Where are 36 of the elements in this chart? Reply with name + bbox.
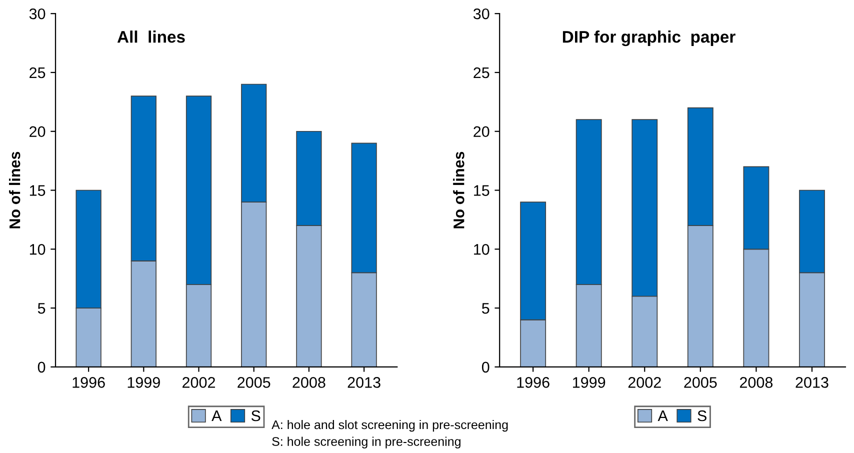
text: All lines	[117, 30, 185, 43]
legend-label: A	[212, 410, 222, 422]
y-tick-label: 25	[30, 67, 46, 78]
x-tick-label: 2002	[628, 377, 661, 388]
legend-label: A	[658, 410, 668, 422]
text: DIP for graphic paper	[562, 30, 736, 46]
x-tick-label: 2002	[182, 377, 215, 388]
x-tick-label: 1999	[573, 377, 606, 388]
y-tick-label: 10	[30, 244, 46, 255]
y-tick-label: 0	[482, 362, 490, 373]
text: A: hole and slot screening in pre-screening	[272, 420, 508, 432]
legend-label: S	[251, 410, 260, 422]
y-tick-label: 20	[474, 126, 490, 138]
y-axis-title: No of lines	[9, 152, 20, 228]
x-tick-label: 2008	[740, 377, 773, 388]
y-tick-label: 15	[474, 185, 490, 196]
x-tick-label: 1999	[128, 377, 160, 388]
y-tick-label: 5	[38, 303, 46, 314]
y-tick-label: 30	[473, 8, 490, 20]
y-tick-label: 30	[29, 8, 46, 20]
x-tick-label: 2013	[796, 377, 828, 388]
legend-label: S	[698, 410, 706, 422]
x-tick-label: 2005	[684, 377, 717, 388]
y-tick-label: 10	[474, 244, 490, 255]
y-tick-label: 15	[30, 185, 46, 196]
x-tick-label: 1996	[72, 377, 105, 388]
y-tick-label: 0	[38, 362, 46, 373]
x-tick-label: 2013	[348, 377, 380, 388]
y-tick-label: 20	[30, 126, 46, 138]
text: S: hole screening in pre-screening	[272, 436, 460, 448]
y-tick-label: 25	[474, 67, 490, 78]
x-tick-label: 1996	[517, 377, 550, 388]
x-tick-label: 2008	[292, 377, 326, 388]
y-axis-title: No of lines	[453, 152, 464, 228]
y-tick-label: 5	[482, 303, 490, 314]
x-tick-label: 2005	[238, 377, 270, 388]
